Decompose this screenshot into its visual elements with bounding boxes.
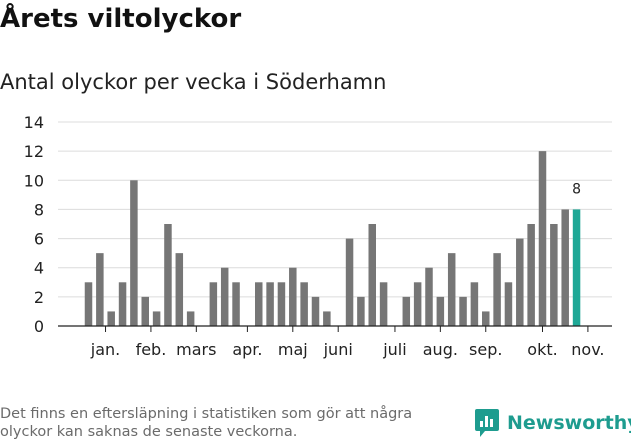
bar <box>220 267 229 326</box>
chart-subtitle: Antal olyckor per vecka i Söderhamn <box>0 70 387 94</box>
bar <box>164 224 172 326</box>
bar-highlight <box>572 209 581 326</box>
bar <box>118 282 127 326</box>
x-tick-label: aug. <box>423 340 458 359</box>
x-tick-label: apr. <box>232 340 262 359</box>
bar <box>538 151 547 326</box>
bar <box>107 311 115 326</box>
x-tick-label: nov. <box>571 340 604 359</box>
bar <box>141 296 149 326</box>
bar <box>209 282 218 326</box>
y-tick-label: 4 <box>34 259 44 278</box>
y-tick-label: 6 <box>34 230 44 249</box>
bar <box>300 282 308 326</box>
bar <box>152 311 161 326</box>
chart-title: Årets viltolyckor <box>0 4 242 34</box>
x-tick-label: jan. <box>90 340 120 359</box>
x-tick-label: mars <box>176 340 216 359</box>
y-tick-label: 14 <box>24 113 44 132</box>
bar <box>96 253 104 326</box>
bar <box>130 180 138 326</box>
y-tick-label: 8 <box>34 200 44 219</box>
bar <box>459 296 467 326</box>
bar <box>527 224 535 326</box>
bar <box>482 311 490 326</box>
bar <box>323 311 331 326</box>
bar <box>470 282 479 326</box>
bar <box>175 253 184 326</box>
x-tick-label: juli <box>382 340 406 359</box>
bar-chart: 0 2 4 6 8 10 12 14 8 jan. feb. mars apr. maj juni juli a… <box>24 113 612 359</box>
y-tick-label: 12 <box>24 142 44 161</box>
bar <box>493 253 501 326</box>
footnote: Det finns en eftersläpning i statistiken… <box>0 406 413 440</box>
bar <box>186 311 195 326</box>
x-tick-label: okt. <box>527 340 557 359</box>
bar <box>266 282 274 326</box>
bar <box>561 209 569 326</box>
bar <box>255 282 263 326</box>
bar <box>402 296 411 326</box>
brand-logo[interactable]: Newsworthy <box>474 407 631 439</box>
bar <box>413 282 422 326</box>
x-tick-label: sep. <box>469 340 502 359</box>
bar <box>84 282 93 326</box>
x-tick-label: maj <box>278 340 308 359</box>
bar <box>550 224 558 326</box>
y-tick-label: 10 <box>24 171 44 190</box>
bar <box>232 282 240 326</box>
bar <box>345 238 354 326</box>
x-tick-label: juni <box>323 340 353 359</box>
x-tick-label: feb. <box>136 340 167 359</box>
brand-name: Newsworthy <box>507 412 631 434</box>
y-tick-label: 2 <box>34 288 44 307</box>
bar <box>516 238 524 326</box>
bar <box>436 296 445 326</box>
newsworthy-logo-icon <box>475 409 499 437</box>
bar <box>311 296 320 326</box>
bar <box>289 267 297 326</box>
bar <box>277 282 286 326</box>
bar <box>368 224 376 326</box>
highlight-value-label: 8 <box>572 181 581 197</box>
bar <box>425 267 433 326</box>
bar <box>447 253 456 326</box>
bar <box>357 296 365 326</box>
bar <box>504 282 513 326</box>
y-tick-label: 0 <box>34 317 44 336</box>
bar <box>379 282 388 326</box>
